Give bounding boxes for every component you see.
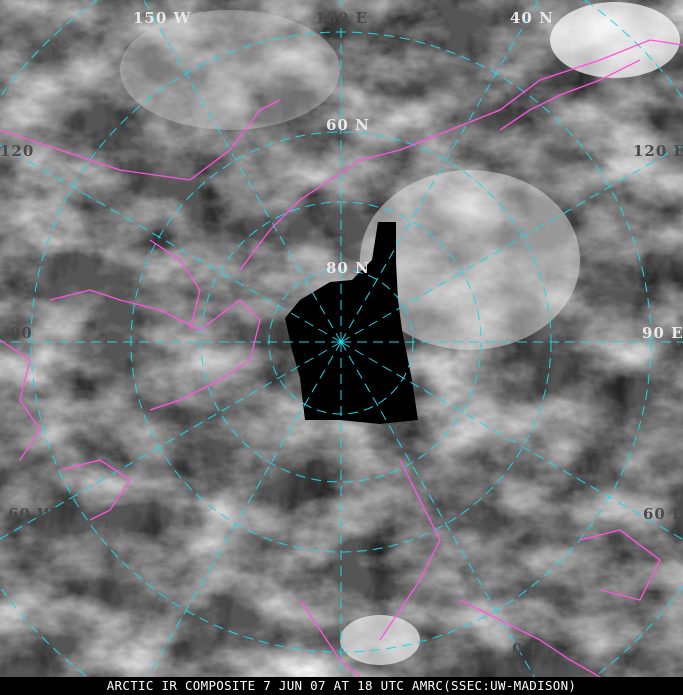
- label-180e: 180 E: [315, 9, 368, 27]
- latitude-circle: [596, 585, 683, 676]
- longitude-line: [340, 0, 539, 343]
- arctic-ir-composite-image: [0, 0, 683, 677]
- label-40n: 40 N: [510, 9, 554, 27]
- label-0e: 0 E: [512, 640, 543, 658]
- label-60n: 60 N: [326, 116, 370, 134]
- label-120w: 120: [0, 142, 35, 160]
- latitude-circle: [0, 0, 98, 96]
- lat-lon-grid: [0, 0, 683, 677]
- label-90w: 90: [10, 324, 33, 342]
- label-60e: 60 E: [643, 505, 683, 523]
- longitude-line: [147, 341, 342, 677]
- longitude-line: [143, 0, 342, 343]
- latitude-circle: [200, 201, 482, 483]
- label-80n: 80 N: [326, 259, 370, 277]
- longitude-line: [340, 341, 683, 540]
- coastlines: [0, 39, 683, 677]
- longitude-line: [0, 341, 342, 540]
- label-60w: 60 W: [8, 505, 55, 523]
- image-caption: ARCTIC IR COMPOSITE 7 JUN 07 AT 18 UTC A…: [0, 677, 683, 695]
- label-150w: 150 W: [133, 9, 192, 27]
- latitude-circle: [0, 588, 86, 676]
- longitude-line: [340, 144, 683, 343]
- longitude-line: [0, 144, 342, 343]
- label-120e: 120 E: [633, 142, 683, 160]
- label-90e: 90 E: [642, 324, 683, 342]
